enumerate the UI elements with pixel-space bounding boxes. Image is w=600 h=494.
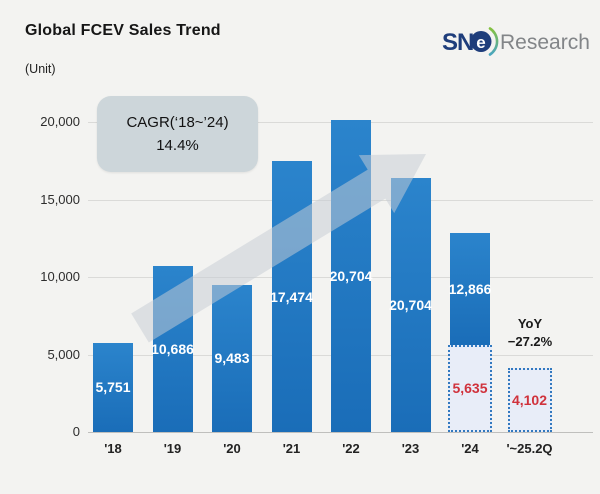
value-label: 20,704: [329, 268, 373, 285]
x-axis-tick-label: '23: [401, 441, 420, 456]
logo-swoosh-icon: [488, 27, 499, 56]
y-axis-tick-label: 20,000: [40, 114, 80, 129]
chart-title: Global FCEV Sales Trend: [25, 22, 221, 39]
y-axis-tick-label: 15,000: [40, 192, 80, 207]
sne-research-logo-graphic: SN e Research: [442, 27, 590, 56]
unit-label: (Unit): [25, 62, 56, 76]
logo-sn-text: SN: [442, 29, 473, 56]
value-label: 12,866: [448, 280, 492, 297]
y-axis-tick-label: 5,000: [47, 347, 80, 362]
y-axis-tick-label: 0: [72, 424, 80, 439]
value-label: 17,474: [270, 288, 313, 305]
bar-segment-solid: 12,866: [448, 232, 492, 345]
value-label: 10,686: [151, 341, 194, 358]
x-axis-tick-label: '~25.2Q: [506, 441, 553, 456]
bar-segment-solid: 10,686: [151, 266, 194, 432]
cagr-value-text: 14.4%: [156, 137, 199, 154]
value-label: 5,635: [452, 380, 488, 397]
bar-segment-dotted: 4,102: [507, 368, 552, 432]
bar-segment-dotted: 5,635: [448, 344, 492, 432]
x-axis-line: [88, 432, 593, 433]
logo-e-text: e: [476, 33, 485, 52]
x-axis-tick-label: '22: [342, 441, 360, 456]
cagr-range-text: CAGR(‘18~’24): [126, 113, 229, 131]
bar-segment-solid: 20,704: [389, 177, 432, 432]
bar-segment-solid: 20,704: [329, 120, 373, 432]
yoy-label: YoY: [517, 316, 543, 331]
x-axis-tick-label: '20: [223, 441, 241, 456]
value-label: 5,751: [95, 379, 131, 396]
y-axis-tick-label: 10,000: [40, 269, 80, 284]
x-axis-tick-label: '21: [282, 441, 301, 456]
x-axis-tick-label: '18: [104, 441, 122, 456]
x-axis-tick-label: '19: [163, 441, 182, 456]
value-label: 20,704: [389, 296, 432, 313]
value-label: 9,483: [214, 350, 250, 367]
value-label: 4,102: [511, 392, 548, 409]
bar-segment-solid: 9,483: [212, 285, 252, 432]
logo-e-disc: [470, 31, 492, 52]
yoy-value: −27.2%: [507, 333, 553, 349]
bar-segment-solid: 5,751: [93, 342, 133, 432]
x-axis-tick-label: '24: [461, 441, 479, 456]
logo-research-text: Research: [500, 31, 590, 54]
bar-segment-solid: 17,474: [270, 161, 313, 432]
sne-research-logo: SN e Research: [436, 21, 596, 61]
yoy-annotation: YoY −27.2%: [494, 315, 566, 350]
cagr-callout: CAGR(‘18~’24) 14.4%: [97, 96, 258, 172]
